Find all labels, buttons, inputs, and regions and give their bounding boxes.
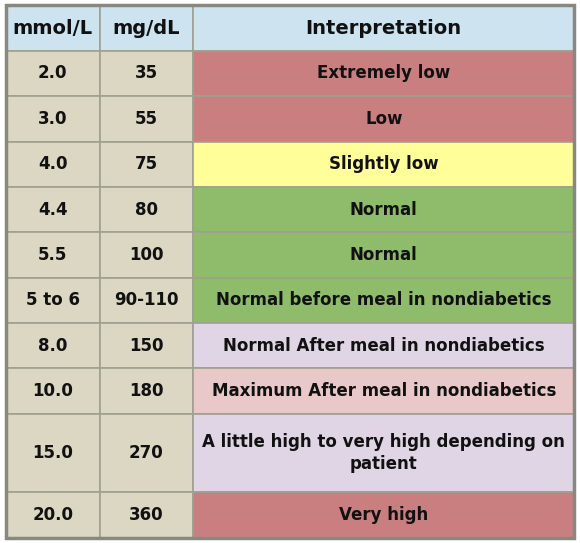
Text: 100: 100 [129,246,164,264]
Bar [193,5,574,51]
Text: 3.0: 3.0 [38,110,67,128]
Bar [6,51,100,96]
Bar [193,51,574,96]
Bar [6,414,100,492]
Bar [6,368,100,414]
Bar [100,323,193,368]
Bar [100,5,193,51]
Bar [100,492,193,538]
Text: 80: 80 [135,200,158,219]
Text: 55: 55 [135,110,158,128]
Bar [193,232,574,277]
Text: 4.0: 4.0 [38,155,67,173]
Text: 4.4: 4.4 [38,200,67,219]
Text: 8.0: 8.0 [38,337,67,355]
Text: 5 to 6: 5 to 6 [26,291,79,310]
Text: Maximum After meal in nondiabetics: Maximum After meal in nondiabetics [212,382,556,400]
Text: 5.5: 5.5 [38,246,67,264]
Bar [193,277,574,323]
Text: 75: 75 [135,155,158,173]
Bar [193,492,574,538]
Text: 35: 35 [135,65,158,83]
Text: Normal: Normal [350,246,418,264]
Bar [6,232,100,277]
Bar [6,277,100,323]
Text: Interpretation: Interpretation [306,18,462,37]
Text: Normal After meal in nondiabetics: Normal After meal in nondiabetics [223,337,545,355]
Bar [100,142,193,187]
Bar [193,368,574,414]
Text: 90-110: 90-110 [114,291,179,310]
Bar [100,51,193,96]
Text: Extremely low: Extremely low [317,65,451,83]
Bar [6,96,100,142]
Text: Low: Low [365,110,403,128]
Bar [6,5,100,51]
Text: mg/dL: mg/dL [113,18,180,37]
Bar [6,492,100,538]
Text: 150: 150 [129,337,164,355]
Bar [193,414,574,492]
Bar [193,187,574,232]
Bar [100,96,193,142]
Text: Normal: Normal [350,200,418,219]
Text: 270: 270 [129,444,164,462]
Text: Very high: Very high [339,506,429,524]
Text: 10.0: 10.0 [32,382,73,400]
Bar [6,323,100,368]
Text: 2.0: 2.0 [38,65,67,83]
Bar [6,187,100,232]
Bar [100,187,193,232]
Bar [6,142,100,187]
Text: A little high to very high depending on
patient: A little high to very high depending on … [202,433,566,473]
Bar [100,277,193,323]
Bar [100,414,193,492]
Text: Slightly low: Slightly low [329,155,438,173]
Bar [100,232,193,277]
Text: 360: 360 [129,506,164,524]
Bar [193,96,574,142]
Text: mmol/L: mmol/L [13,18,93,37]
Text: 20.0: 20.0 [32,506,73,524]
Bar [193,142,574,187]
Text: 15.0: 15.0 [32,444,73,462]
Text: 180: 180 [129,382,164,400]
Text: Normal before meal in nondiabetics: Normal before meal in nondiabetics [216,291,552,310]
Bar [100,368,193,414]
Bar [193,323,574,368]
